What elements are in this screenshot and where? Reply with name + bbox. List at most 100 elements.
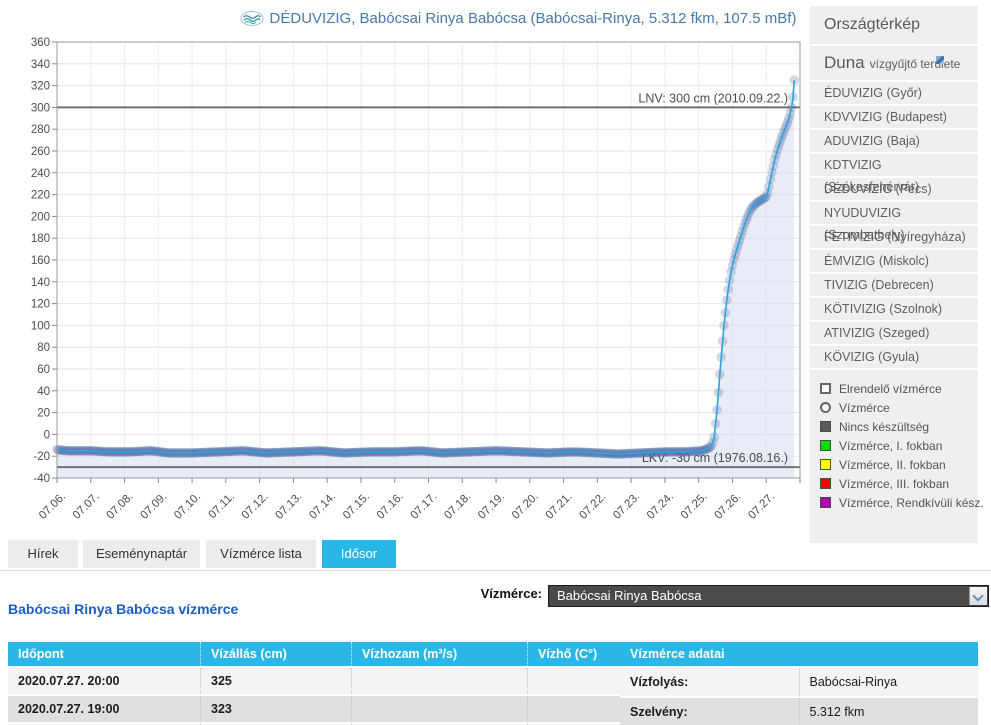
legend-label: Vízmérce, I. fokban: [839, 438, 943, 453]
svg-text:60: 60: [37, 364, 50, 376]
table-row: 2020.07.27. 19:00 323: [8, 695, 651, 723]
tab-esemenynaptar[interactable]: Eseménynaptár: [83, 540, 200, 568]
legend-swatch-icon: [820, 402, 831, 413]
station-attr-label: Vízfolyás:: [620, 667, 799, 697]
column-header: Vízállás (cm): [200, 642, 352, 667]
svg-text:20: 20: [37, 408, 50, 420]
sidebar-item[interactable]: ÉMVIZIG (Miskolc): [810, 250, 978, 272]
sidebar-item[interactable]: KÖVIZIG (Gyula): [810, 346, 978, 368]
column-header: Időpont: [8, 642, 201, 667]
legend-item: Nincs készültség: [820, 418, 978, 435]
sidebar-item[interactable]: DÉDUVIZIG (Pécs): [810, 178, 978, 200]
svg-text:07.07.: 07.07.: [71, 491, 102, 522]
svg-text:160: 160: [31, 255, 50, 267]
tab-idosor[interactable]: Idősor: [322, 540, 396, 568]
svg-text:07.15.: 07.15.: [341, 491, 372, 522]
svg-text:07.26.: 07.26.: [712, 491, 743, 522]
legend-swatch-icon: [820, 497, 831, 508]
svg-text:07.11.: 07.11.: [206, 491, 236, 521]
sidebar-item[interactable]: ÉDUVIZIG (Győr): [810, 82, 978, 104]
sidebar-item[interactable]: TIVIZIG (Debrecen): [810, 274, 978, 296]
cell: 323: [200, 695, 352, 723]
station-attr-value: 5.312 fkm: [798, 697, 978, 725]
svg-text:240: 240: [31, 168, 50, 180]
svg-text:07.19.: 07.19.: [476, 491, 507, 522]
svg-text:07.27.: 07.27.: [746, 491, 777, 522]
vizig-logo-icon: [240, 11, 264, 30]
table-row: 2020.07.27. 20:00 325: [8, 667, 651, 695]
sidebar-item[interactable]: ATIVIZIG (Szeged): [810, 322, 978, 344]
svg-text:340: 340: [31, 59, 50, 71]
page-title: Babócsai Rinya Babócsa vízmérce: [8, 601, 239, 617]
svg-text:140: 140: [31, 277, 50, 289]
svg-text:07.22.: 07.22.: [577, 491, 608, 522]
legend-swatch-icon: [820, 421, 831, 432]
readings-table: Időpont Vízállás (cm) Vízhozam (m³/s) Vízhő…: [8, 642, 651, 725]
tab-hirek[interactable]: Hírek: [8, 540, 78, 568]
sidebar-item[interactable]: KDTVIZIG (Székesfehérvár): [810, 154, 978, 194]
legend-swatch-icon: [820, 459, 831, 470]
station-select[interactable]: Babócsai Rinya Babócsa: [548, 585, 989, 607]
svg-text:120: 120: [31, 299, 50, 311]
legend-label: Vízmérce, II. fokban: [839, 457, 946, 472]
cell: [8, 723, 201, 725]
basin-suffix: vízgyűjtő területe: [869, 57, 961, 71]
svg-text:360: 360: [31, 37, 50, 49]
svg-text:LNV: 300 cm (2010.09.22.): LNV: 300 cm (2010.09.22.): [638, 91, 788, 105]
cell: 2020.07.27. 19:00: [8, 695, 201, 723]
legend-item: Vízmérce, Rendkívüli kész.: [820, 494, 984, 511]
svg-text:-40: -40: [33, 473, 50, 485]
chart-title-text: DÉDUVIZIG, Babócsai Rinya Babócsa (Babóc…: [269, 10, 797, 27]
cell: [351, 695, 528, 723]
svg-text:07.14.: 07.14.: [307, 491, 338, 522]
svg-text:07.08.: 07.08.: [105, 491, 136, 522]
legend-label: Elrendelő vízmérce: [839, 381, 942, 396]
chart-title: DÉDUVIZIG, Babócsai Rinya Babócsa (Babóc…: [226, 10, 810, 30]
sidebar-item[interactable]: KDVVIZIG (Budapest): [810, 106, 978, 128]
svg-text:40: 40: [37, 386, 50, 398]
legend-label: Vízmérce: [839, 400, 890, 415]
svg-text:07.06.: 07.06.: [37, 491, 68, 522]
cell: 2020.07.27. 20:00: [8, 667, 201, 695]
legend-swatch-icon: [820, 383, 831, 394]
station-attr-label: Szelvény:: [620, 697, 799, 725]
svg-text:07.25.: 07.25.: [679, 491, 710, 522]
svg-text:07.17.: 07.17.: [409, 491, 440, 522]
svg-text:-20: -20: [33, 451, 50, 463]
cell: [351, 723, 528, 725]
svg-text:07.18.: 07.18.: [442, 491, 473, 522]
svg-text:80: 80: [37, 342, 50, 354]
legend-label: Vízmérce, Rendkívüli kész.: [839, 495, 984, 510]
svg-text:07.20.: 07.20.: [510, 491, 541, 522]
select-arrow-button[interactable]: [969, 587, 987, 605]
svg-text:300: 300: [31, 102, 50, 114]
sidebar-item[interactable]: ADUVIZIG (Baja): [810, 130, 978, 152]
sidebar-item-orszagterkep[interactable]: Országtérkép: [810, 6, 978, 44]
cell: [200, 723, 352, 725]
chevron-down-icon: [972, 590, 984, 602]
readings-header-row: Időpont Vízállás (cm) Vízhozam (m³/s) Vízhő…: [8, 642, 651, 667]
legend-swatch-icon: [820, 478, 831, 489]
svg-text:07.16.: 07.16.: [375, 491, 406, 522]
svg-text:260: 260: [31, 146, 50, 158]
legend-item: Vízmérce, III. fokban: [820, 475, 978, 492]
sidebar-item[interactable]: FETIVIZIG (Nyíregyháza): [810, 226, 978, 248]
sidebar-item-duna-basin[interactable]: Duna vízgyűjtő területe: [810, 46, 978, 80]
sidebar-item[interactable]: KÖTIVIZIG (Szolnok): [810, 298, 978, 320]
svg-text:07.24.: 07.24.: [645, 491, 676, 522]
cell: [351, 667, 528, 695]
legend-item: Vízmérce, II. fokban: [820, 456, 978, 473]
station-select-value: Babócsai Rinya Babócsa: [557, 588, 702, 603]
tab-vizmerce-lista[interactable]: Vízmérce lista: [206, 540, 316, 568]
svg-text:200: 200: [31, 211, 50, 223]
svg-text:07.21.: 07.21.: [544, 491, 575, 522]
station-data-table: Vízmérce adatai Vízfolyás: Babócsai-Rinya…: [620, 642, 978, 725]
sidebar-item[interactable]: NYUDUVIZIG (Szombathely): [810, 202, 978, 242]
vizig-list: ÉDUVIZIG (Győr) KDVVIZIG (Budapest) ADUVIZ…: [810, 82, 978, 368]
svg-text:LKV: -30 cm (1976.08.16.): LKV: -30 cm (1976.08.16.): [642, 451, 788, 465]
table-row: [8, 723, 651, 725]
legend-item: Vízmérce: [820, 399, 978, 416]
svg-text:07.10.: 07.10.: [172, 491, 203, 522]
svg-text:100: 100: [31, 320, 50, 332]
